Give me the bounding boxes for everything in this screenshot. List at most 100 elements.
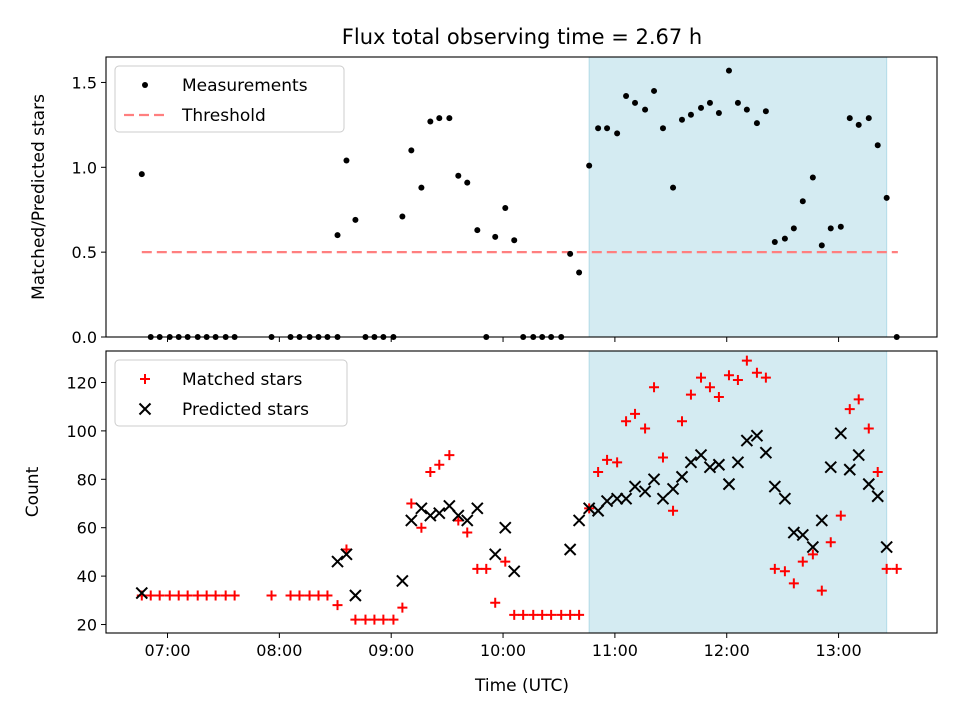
matched-point <box>490 597 501 608</box>
predicted-point <box>684 456 698 469</box>
matched-point <box>266 590 277 601</box>
matched-point <box>668 505 679 516</box>
matched-point <box>797 556 808 567</box>
measurement-point <box>595 125 602 132</box>
measurement-point <box>753 120 760 127</box>
matched-point <box>779 566 790 577</box>
matched-point <box>350 614 361 625</box>
measurement-point <box>408 147 415 154</box>
figure-title: Flux total observing time = 2.67 h <box>342 25 702 49</box>
predicted-point <box>750 429 764 442</box>
matched-point <box>332 600 343 611</box>
top-shaded-span <box>588 56 888 338</box>
measurement-point <box>687 111 694 118</box>
measurement-point <box>474 227 481 234</box>
matched-point <box>500 556 511 567</box>
matched-point <box>322 590 333 601</box>
measurement-point <box>874 142 881 149</box>
matched-point <box>612 457 623 468</box>
predicted-point <box>452 509 465 522</box>
measurement-point <box>138 171 145 178</box>
top-y-axis-label: Matched/Predicted stars <box>29 94 49 300</box>
bottom-y-axis-label: Count <box>23 466 43 517</box>
matched-point <box>481 563 492 574</box>
measurement-point <box>567 250 574 257</box>
matched-point <box>844 404 855 415</box>
matched-point <box>760 372 771 383</box>
predicted-point <box>349 589 362 602</box>
predicted-point <box>722 477 736 491</box>
measurement-point <box>334 232 341 239</box>
predicted-point <box>694 448 708 462</box>
measurement-point <box>502 205 509 212</box>
top-legend: Measurements Threshold <box>114 65 345 133</box>
top-y-tick-label: 0.5 <box>72 243 97 262</box>
matched-point <box>640 423 651 434</box>
matched-point <box>751 367 762 378</box>
x-axis-label: Time (UTC) <box>474 676 569 696</box>
matched-point <box>472 563 483 574</box>
measurement-point <box>827 225 834 232</box>
matched-point <box>341 544 352 555</box>
bottom-legend: Matched stars Predicted stars <box>114 359 348 427</box>
x-tick-label: 09:00 <box>368 641 414 660</box>
predicted-point <box>489 548 502 561</box>
bottom-shaded-span <box>588 350 888 634</box>
matched-point <box>509 609 520 620</box>
legend-matched-marker <box>140 374 150 384</box>
measurement-point <box>771 238 778 245</box>
matched-point <box>210 590 221 601</box>
measurement-point <box>790 225 797 232</box>
matched-point <box>593 467 604 478</box>
x-tick-label: 12:00 <box>704 641 750 660</box>
matched-point <box>154 590 165 601</box>
top-y-tick-label: 0.0 <box>72 328 97 347</box>
matched-point <box>565 609 576 620</box>
measurement-point <box>511 237 518 244</box>
matched-point <box>453 515 464 526</box>
bottom-axes-frame <box>105 350 938 634</box>
predicted-point <box>600 494 614 508</box>
matched-point <box>835 510 846 521</box>
predicted-point <box>461 514 474 527</box>
predicted-point <box>880 540 893 554</box>
predicted-point <box>843 463 856 476</box>
matched-point <box>788 578 799 589</box>
predicted-point <box>582 502 596 515</box>
measurement-point <box>623 93 630 100</box>
bottom-y-tick-label: 20 <box>77 616 97 635</box>
measurement-point <box>586 162 593 169</box>
matched-point <box>825 537 836 548</box>
predicted-point <box>628 480 642 493</box>
x-tick-label: 08:00 <box>256 641 302 660</box>
x-tick-label: 13:00 <box>816 641 862 660</box>
predicted-point <box>591 504 605 517</box>
matched-point <box>816 585 827 596</box>
legend-label: Predicted stars <box>182 400 309 420</box>
predicted-point <box>666 482 680 496</box>
predicted-point <box>834 427 848 440</box>
matched-point <box>164 590 175 601</box>
top-y-tick-label: 1.5 <box>72 73 97 92</box>
measurement-point <box>399 213 406 220</box>
matched-point <box>621 416 632 427</box>
measurement-point <box>799 198 806 205</box>
predicted-point <box>572 514 586 527</box>
predicted-point <box>405 514 418 527</box>
measurement-point <box>576 269 583 276</box>
predicted-point <box>647 473 661 486</box>
matched-point <box>369 614 380 625</box>
matched-point <box>173 590 184 601</box>
matched-point <box>518 609 529 620</box>
predicted-point <box>499 521 512 534</box>
bottom-legend-box <box>114 359 348 427</box>
legend-predicted-marker <box>138 402 152 416</box>
measurement-point <box>855 121 862 128</box>
matched-point <box>434 459 445 470</box>
measurement-point <box>343 157 350 164</box>
measurement-point <box>632 99 639 106</box>
matched-point <box>425 467 436 478</box>
matched-point <box>145 590 156 601</box>
predicted-point <box>675 470 689 484</box>
predicted-point <box>331 555 344 568</box>
